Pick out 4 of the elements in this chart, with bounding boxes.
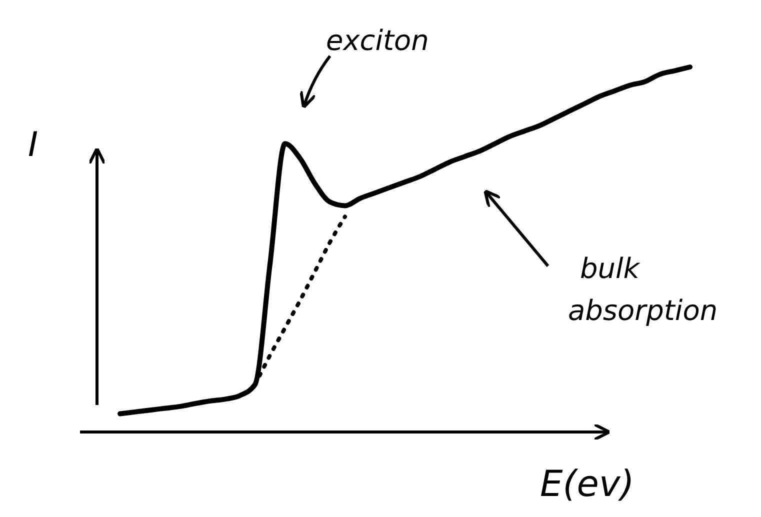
x-axis-title: E(ev) <box>540 464 634 505</box>
annotation: bulk absorption <box>568 252 718 327</box>
text: exciton <box>326 24 429 57</box>
y-axis-title: I <box>28 125 38 165</box>
